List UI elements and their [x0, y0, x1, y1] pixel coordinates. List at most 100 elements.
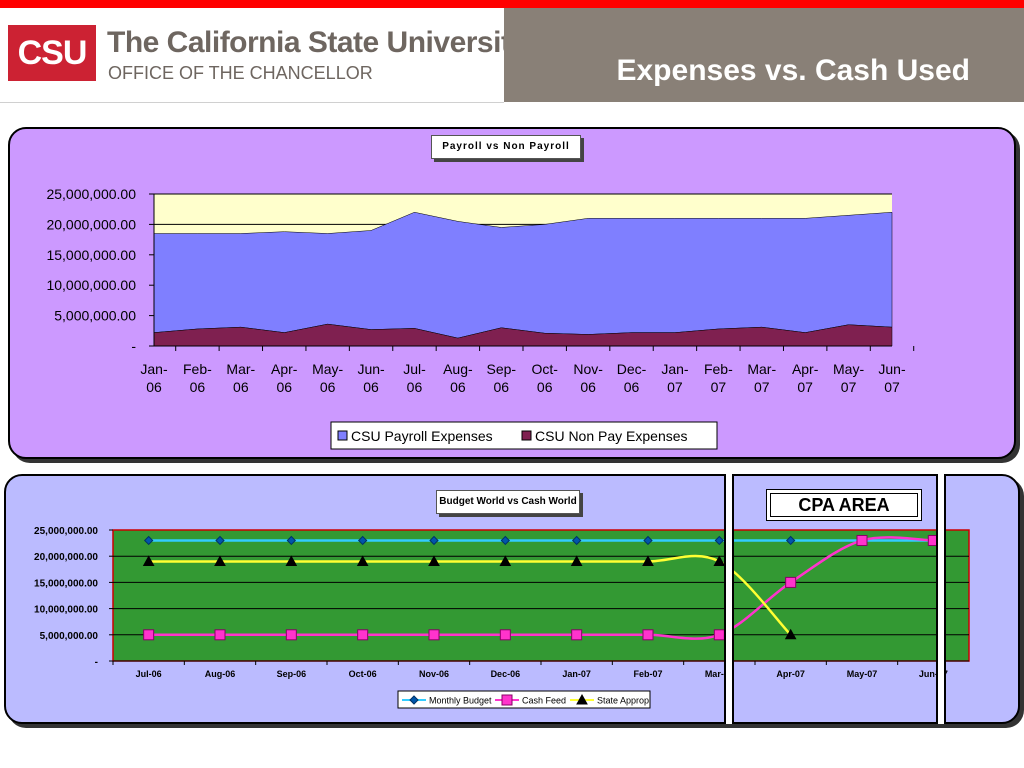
data-point: [785, 576, 797, 588]
x-tick-label: Aug-06: [443, 361, 473, 395]
y-tick-label: 25,000,000.00: [34, 526, 98, 537]
data-point: [214, 629, 226, 641]
x-tick-label: Jan-07: [661, 361, 689, 395]
x-tick-label: May-06: [312, 361, 343, 395]
y-tick-label: 20,000,000.00: [46, 216, 136, 232]
x-tick-label: Jan-07: [562, 669, 591, 679]
y-tick-label: 5,000,000.00: [54, 308, 136, 324]
data-point: [215, 535, 225, 546]
x-tick-label: Dec-06: [617, 361, 647, 395]
data-point: [214, 555, 226, 566]
data-point: [784, 628, 797, 640]
data-point: [285, 629, 297, 641]
top-red-bar: [0, 0, 1024, 8]
slide-title: Expenses vs. Cash Used: [616, 54, 970, 87]
data-point: [500, 535, 511, 546]
x-tick-label: Feb-07: [704, 361, 733, 395]
x-tick-label: Aug-06: [205, 669, 236, 679]
title-band: Expenses vs. Cash Used: [504, 8, 1024, 102]
legend-label: State Approp: [597, 696, 649, 706]
data-point: [285, 555, 298, 566]
legend: Monthly Budget Cash Feed State Approp: [397, 690, 651, 709]
legend-swatch: [337, 430, 348, 441]
x-tick-label: Apr-07: [792, 361, 819, 395]
y-tick-label: 5,000,000.00: [40, 631, 99, 642]
series-line: [148, 554, 792, 636]
data-point: [356, 555, 369, 566]
y-tick-label: 10,000,000.00: [46, 277, 136, 293]
x-tick-label: Feb-07: [633, 669, 662, 679]
y-tick-label: 25,000,000.00: [46, 186, 136, 202]
data-point: [570, 555, 583, 566]
series-monthly-budget: [143, 535, 934, 546]
data-point: [143, 535, 154, 546]
data-point: [856, 534, 868, 546]
office-name: OFFICE OF THE CHANCELLOR: [108, 63, 373, 83]
x-tick-label: Jun-07: [878, 361, 906, 395]
x-tick-label: Jun-07: [919, 669, 948, 679]
csu-logo: CSU: [8, 25, 96, 81]
x-tick-label: Nov-06: [573, 361, 603, 395]
x-tick-label: Sep-06: [277, 669, 307, 679]
x-tick-label: Apr-06: [271, 361, 298, 395]
x-tick-label: Jul-06: [403, 361, 426, 395]
data-point: [357, 535, 368, 546]
data-point: [713, 555, 726, 566]
x-tick-label: Jun-06: [357, 361, 385, 395]
data-point: [571, 629, 583, 641]
data-point: [499, 555, 512, 566]
y-tick-label: -: [95, 657, 98, 668]
data-point: [643, 535, 653, 546]
data-point: [642, 555, 654, 566]
data-point: [428, 629, 440, 641]
x-tick-label: Nov-06: [419, 669, 449, 679]
x-tick-label: Sep-06: [487, 361, 517, 395]
data-point: [143, 629, 155, 641]
x-tick-label: May-07: [847, 669, 878, 679]
university-name: The California State University: [107, 26, 527, 59]
cpa-divider-right: [936, 474, 946, 724]
cpa-divider-left: [724, 474, 734, 724]
y-tick-label: 15,000,000.00: [34, 578, 98, 589]
data-point: [429, 535, 439, 546]
x-tick-label: Mar-06: [226, 361, 255, 395]
legend-label: Cash Feed: [522, 696, 566, 706]
x-tick-label: Apr-07: [776, 669, 805, 679]
x-tick-label: Jul-06: [136, 669, 162, 679]
legend-swatch: [521, 430, 532, 441]
x-tick-label: Dec-06: [491, 669, 521, 679]
x-tick-label: May-07: [833, 361, 864, 395]
x-tick-label: Oct-06: [531, 361, 558, 395]
y-tick-label: 15,000,000.00: [46, 247, 136, 263]
y-tick-label: 10,000,000.00: [34, 605, 98, 616]
data-point: [357, 629, 369, 641]
x-tick-label: Mar-07: [747, 361, 776, 395]
data-point: [571, 535, 582, 546]
x-tick-label: Mar-07: [705, 669, 734, 679]
logo-area: CSU The California State University OFFI…: [0, 8, 527, 103]
data-point: [714, 535, 725, 546]
series-nonpay-area: [153, 323, 893, 347]
x-tick-label: Oct-06: [349, 669, 377, 679]
legend-label: Monthly Budget: [429, 696, 492, 706]
series-state-approp: [142, 554, 797, 640]
legend-label: CSU Non Pay Expenses: [535, 428, 688, 444]
y-tick-label: 20,000,000.00: [34, 552, 98, 563]
data-point: [713, 629, 725, 641]
data-point: [499, 629, 511, 641]
legend-marker: [409, 695, 419, 705]
legend-marker: [501, 694, 513, 706]
data-point: [286, 535, 297, 546]
chart-title-payroll: Payroll vs Non Payroll: [431, 135, 581, 159]
data-point: [785, 535, 796, 546]
y-tick-label: -: [131, 338, 136, 354]
legend: CSU Payroll Expenses CSU Non Pay Expenses: [330, 421, 718, 450]
data-point: [642, 629, 654, 641]
chart-title-budget: Budget World vs Cash World: [436, 490, 580, 514]
data-point: [142, 555, 155, 566]
x-tick-label: Jan-06: [140, 361, 168, 395]
x-tick-label: Feb-06: [183, 361, 212, 395]
cpa-area-label: CPA AREA: [766, 489, 922, 521]
